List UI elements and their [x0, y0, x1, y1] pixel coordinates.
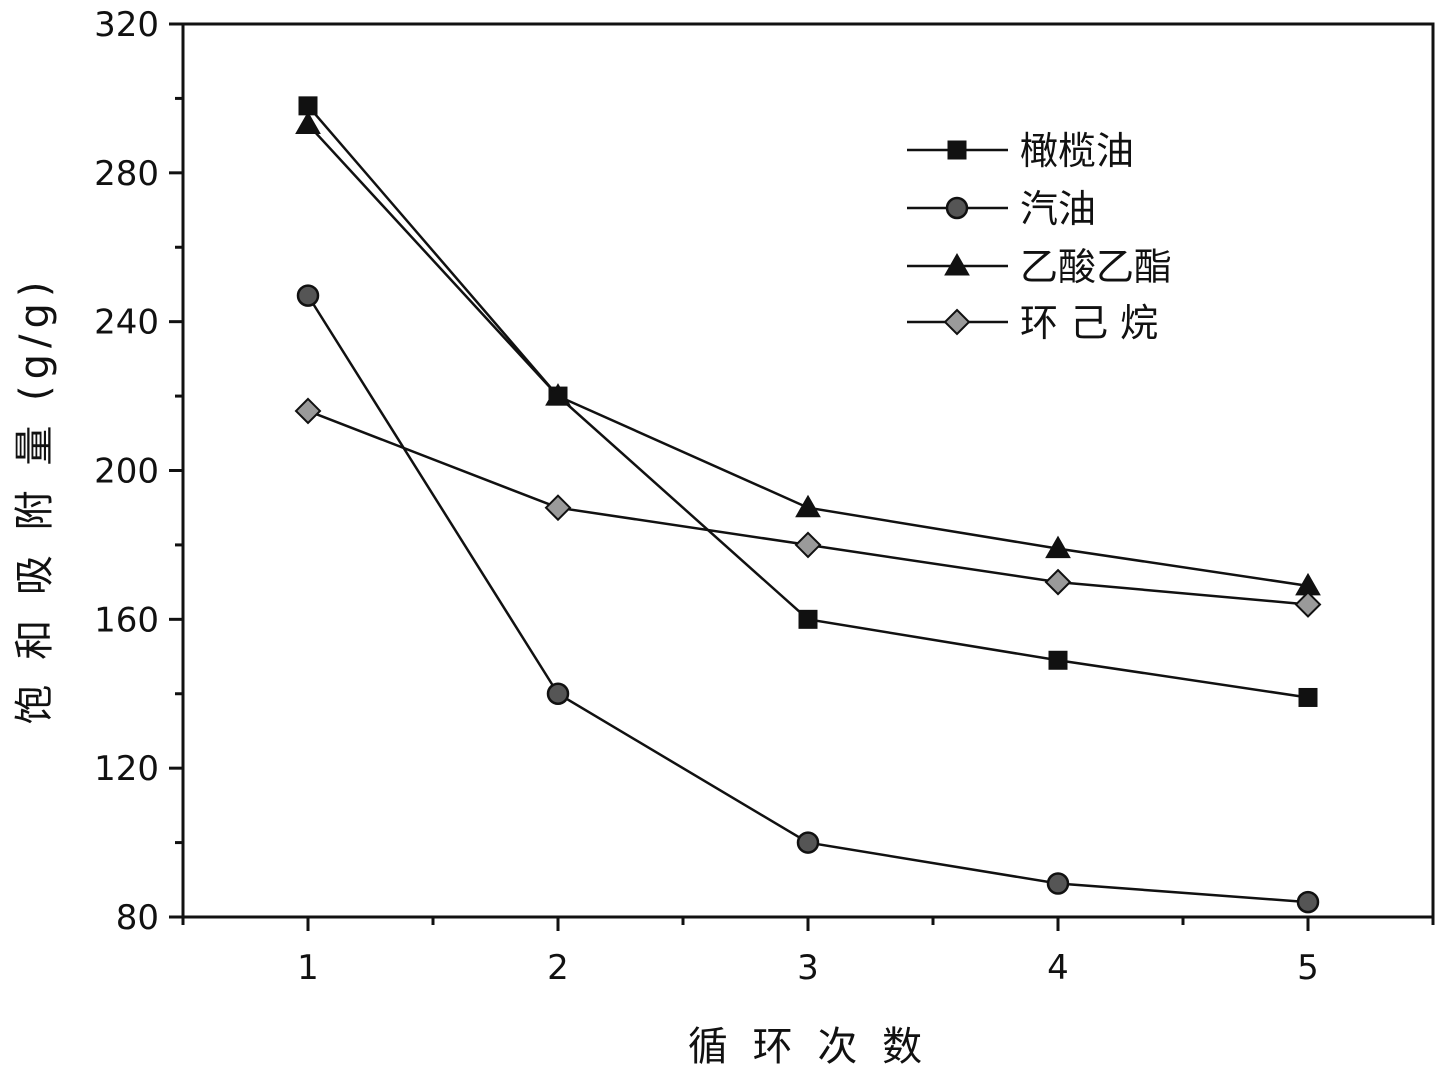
data-point — [1044, 568, 1072, 596]
legend-marker — [943, 308, 971, 336]
series-layer — [294, 96, 1322, 914]
series — [295, 111, 1321, 596]
legend-label: 汽油 — [1020, 187, 1096, 231]
x-axis-title: 循 环 次 数 — [688, 1024, 928, 1070]
legend-label: 橄榄油 — [1020, 129, 1134, 173]
y-tick-label: 280 — [94, 154, 159, 194]
legend-label: 乙酸乙酯 — [1020, 245, 1172, 289]
y-tick-label: 200 — [94, 452, 159, 492]
data-point — [794, 531, 822, 559]
y-tick-label: 320 — [94, 5, 159, 45]
series — [294, 397, 1322, 618]
data-point — [295, 111, 321, 134]
data-point — [1294, 591, 1322, 618]
data-point — [1048, 650, 1068, 670]
data-point — [544, 494, 572, 522]
legend-marker — [945, 196, 969, 220]
plot-frame — [181, 22, 1435, 919]
x-tick-label: 4 — [1047, 948, 1069, 988]
data-point — [296, 284, 320, 307]
data-point — [1045, 535, 1071, 559]
data-point — [294, 397, 322, 425]
legend-marker — [944, 252, 970, 276]
y-tick-label: 120 — [94, 749, 159, 789]
x-tick-label: 1 — [297, 948, 319, 988]
data-point — [795, 494, 821, 518]
x-tick-label: 2 — [547, 948, 569, 988]
legend-marker — [947, 140, 967, 160]
series — [298, 96, 1318, 707]
data-point — [1298, 687, 1318, 707]
y-tick-label: 160 — [94, 600, 159, 640]
data-point — [545, 383, 571, 406]
data-point — [1296, 890, 1320, 914]
x-tick-label: 5 — [1297, 948, 1319, 988]
data-point — [796, 831, 820, 854]
data-point — [798, 609, 818, 629]
y-tick-label: 80 — [116, 898, 159, 938]
series-line — [306, 294, 1309, 904]
data-point — [546, 682, 570, 705]
x-tick-label: 3 — [797, 948, 819, 988]
y-axis-ticks: 80 120 160 200 240 280 320 — [94, 5, 183, 938]
legend-label: 环 己 烷 — [1020, 301, 1158, 345]
y-axis-title: 饱 和 吸 附 量 (g/g) — [12, 275, 58, 724]
series — [296, 284, 1320, 914]
series-line — [307, 105, 1309, 699]
y-tick-label: 240 — [94, 303, 159, 343]
data-point — [1046, 872, 1070, 895]
x-axis-ticks: 1 2 3 4 5 — [181, 917, 1435, 988]
